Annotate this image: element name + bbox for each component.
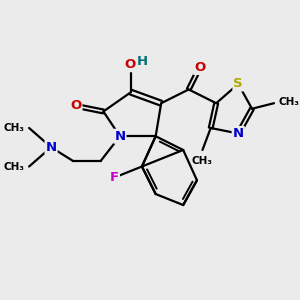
Text: S: S — [233, 77, 243, 91]
Text: CH₃: CH₃ — [4, 123, 25, 133]
Text: CH₃: CH₃ — [192, 155, 213, 166]
Text: CH₃: CH₃ — [278, 97, 299, 107]
Text: N: N — [114, 130, 125, 143]
Text: F: F — [110, 171, 119, 184]
Text: H: H — [137, 56, 148, 68]
Text: N: N — [46, 141, 57, 154]
Text: N: N — [233, 127, 244, 140]
Text: O: O — [124, 58, 135, 71]
Text: O: O — [194, 61, 205, 74]
Text: CH₃: CH₃ — [4, 161, 25, 172]
Text: O: O — [70, 100, 82, 112]
